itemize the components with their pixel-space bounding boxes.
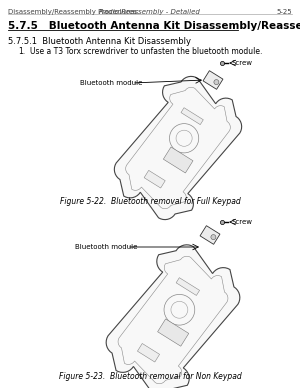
Text: Radio Reassembly - Detailed: Radio Reassembly - Detailed <box>99 9 200 15</box>
Circle shape <box>214 80 219 85</box>
Text: Screw: Screw <box>231 60 252 66</box>
Polygon shape <box>176 278 200 295</box>
Text: 5.7.5   Bluetooth Antenna Kit Disassembly/Reassembly: 5.7.5 Bluetooth Antenna Kit Disassembly/… <box>8 21 300 31</box>
Text: Disassembly/Reassembly Procedures:: Disassembly/Reassembly Procedures: <box>8 9 141 15</box>
Text: Bluetooth module: Bluetooth module <box>80 80 142 86</box>
Polygon shape <box>144 170 165 188</box>
Text: 5.7.5.1  Bluetooth Antenna Kit Disassembly: 5.7.5.1 Bluetooth Antenna Kit Disassembl… <box>8 37 191 46</box>
Text: 1.: 1. <box>18 47 25 56</box>
Text: Figure 5-23.  Bluetooth removal for Non Keypad: Figure 5-23. Bluetooth removal for Non K… <box>58 372 242 381</box>
Text: Figure 5-22.  Bluetooth removal for Full Keypad: Figure 5-22. Bluetooth removal for Full … <box>60 197 240 206</box>
Text: 5-25: 5-25 <box>276 9 292 15</box>
Polygon shape <box>200 226 220 244</box>
Circle shape <box>211 235 216 240</box>
Polygon shape <box>203 71 223 89</box>
Polygon shape <box>181 108 203 125</box>
Text: Bluetooth module: Bluetooth module <box>75 244 137 250</box>
Polygon shape <box>158 319 189 346</box>
Text: Use a T3 Torx screwdriver to unfasten the bluetooth module.: Use a T3 Torx screwdriver to unfasten th… <box>30 47 262 56</box>
Polygon shape <box>114 76 242 220</box>
Polygon shape <box>106 245 240 388</box>
Polygon shape <box>163 147 193 173</box>
Text: Screw: Screw <box>231 219 252 225</box>
Polygon shape <box>137 343 160 362</box>
